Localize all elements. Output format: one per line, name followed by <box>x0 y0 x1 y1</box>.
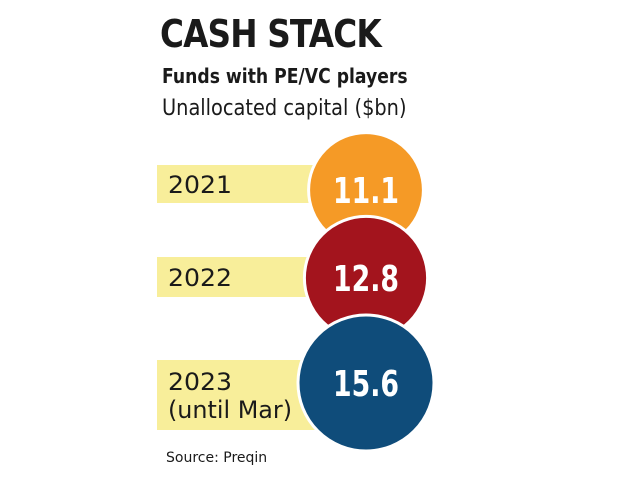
value-label: 11.1 <box>333 171 399 212</box>
category-label: (until Mar) <box>168 396 292 424</box>
value-labels: 11.1 12.8 15.6 <box>333 171 399 405</box>
unit-label: Unallocated capital ($bn) <box>162 96 407 121</box>
value-label: 15.6 <box>333 364 399 405</box>
category-label: 2022 <box>168 264 232 292</box>
source-note: Source: Preqin <box>166 450 268 466</box>
chart-subtitle: Funds with PE/VC players <box>162 64 408 88</box>
chart-title: CASH STACK <box>160 12 382 56</box>
category-label: 2023 <box>168 368 232 396</box>
value-label: 12.8 <box>333 259 399 300</box>
value-circle <box>296 313 436 453</box>
category-label: 2021 <box>168 171 232 199</box>
category-labels: 2021 2022 2023(until Mar) <box>168 171 292 424</box>
value-circles <box>296 131 436 453</box>
